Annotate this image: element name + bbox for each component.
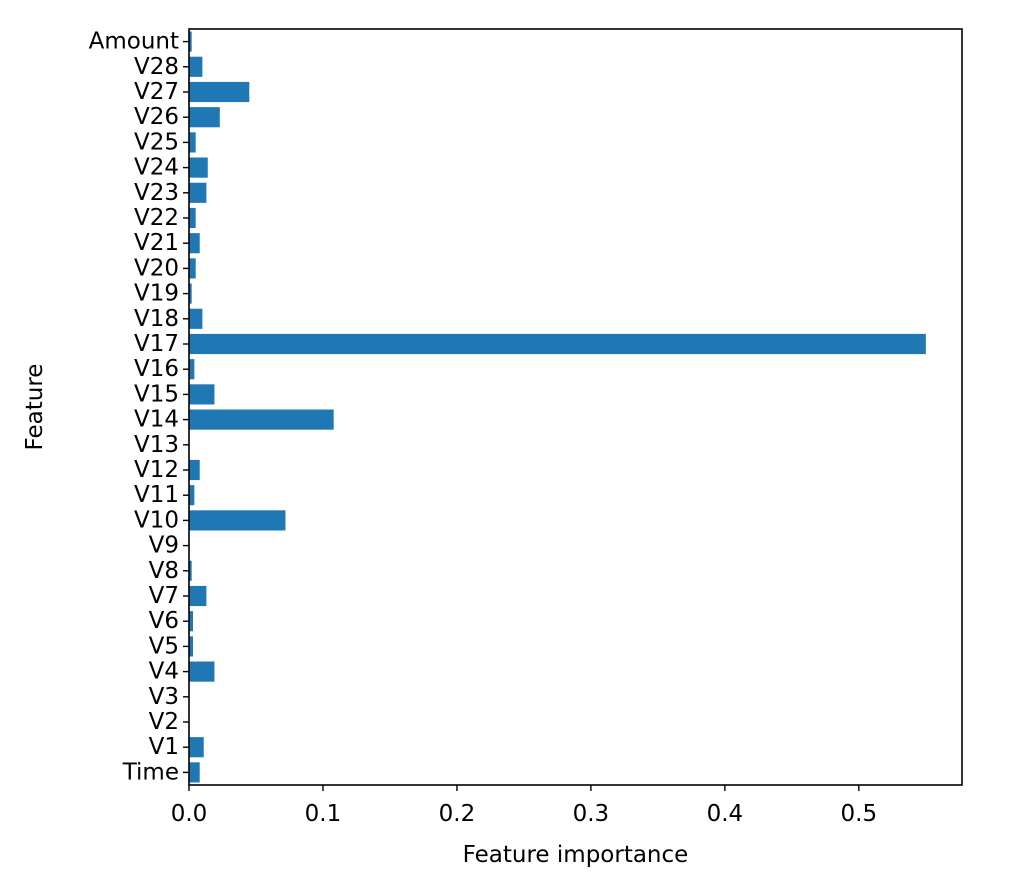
x-tick-label: 0.2 <box>439 801 476 827</box>
bar-v5 <box>189 636 194 657</box>
bar-v15 <box>189 384 215 405</box>
y-tick-label-v24: V24 <box>134 155 179 181</box>
bar-v19 <box>189 283 192 304</box>
y-tick-label-v6: V6 <box>149 608 179 634</box>
y-tick-label-v3: V3 <box>149 684 179 710</box>
bar-v20 <box>189 258 196 279</box>
bar-v1 <box>189 737 204 758</box>
x-axis-ticks: 0.0 0.1 0.2 0.3 0.4 0.5 <box>171 785 877 827</box>
bar-v10 <box>189 510 286 531</box>
bar-v6 <box>189 611 194 632</box>
y-tick-label-v10: V10 <box>134 507 179 533</box>
y-tick-label-v28: V28 <box>134 54 179 80</box>
y-tick-label-v19: V19 <box>134 281 179 307</box>
y-tick-label-v26: V26 <box>134 104 179 130</box>
y-tick-label-v25: V25 <box>134 129 179 155</box>
y-axis-ticks: TimeV1V2V3V4V5V6V7V8V9V10V11V12V13V14V15… <box>89 29 189 785</box>
y-tick-label-time: Time <box>122 759 179 785</box>
bar-v21 <box>189 233 200 254</box>
bar-v25 <box>189 132 196 153</box>
y-tick-label-v23: V23 <box>134 180 179 206</box>
bar-v14 <box>189 409 334 430</box>
bar-v23 <box>189 182 207 203</box>
x-axis-title: Feature importance <box>463 842 689 868</box>
bar-amount <box>189 31 192 52</box>
y-tick-label-v2: V2 <box>149 709 179 735</box>
y-tick-label-v22: V22 <box>134 205 179 231</box>
y-tick-label-v15: V15 <box>134 381 179 407</box>
y-axis-title: Feature <box>22 364 48 451</box>
y-tick-label-v1: V1 <box>149 734 179 760</box>
bar-v17 <box>189 333 926 355</box>
y-tick-label-v18: V18 <box>134 306 179 332</box>
y-tick-label-v14: V14 <box>134 407 179 433</box>
bars-group <box>189 31 926 783</box>
y-tick-label-amount: Amount <box>89 29 179 55</box>
y-tick-label-v20: V20 <box>134 255 179 281</box>
bar-v27 <box>189 81 250 103</box>
bar-time <box>189 762 200 783</box>
bar-v24 <box>189 157 208 178</box>
y-tick-label-v17: V17 <box>134 331 179 357</box>
y-tick-label-v12: V12 <box>134 457 179 483</box>
bar-v16 <box>189 359 195 380</box>
bar-v7 <box>189 585 207 607</box>
bar-v11 <box>189 485 195 506</box>
bar-v28 <box>189 56 203 77</box>
y-tick-label-v27: V27 <box>134 79 179 105</box>
plot-frame <box>188 28 963 786</box>
y-tick-label-v8: V8 <box>149 558 179 584</box>
x-tick-label: 0.1 <box>305 801 342 827</box>
y-tick-label-v16: V16 <box>134 356 179 382</box>
bar-v22 <box>189 207 196 229</box>
y-tick-label-v9: V9 <box>149 533 179 559</box>
x-tick-label: 0.0 <box>171 801 208 827</box>
y-tick-label-v7: V7 <box>149 583 179 609</box>
y-tick-label-v4: V4 <box>149 659 179 685</box>
y-tick-label-v11: V11 <box>134 482 179 508</box>
x-tick-label: 0.4 <box>707 801 744 827</box>
x-tick-label: 0.5 <box>841 801 878 827</box>
y-tick-label-v5: V5 <box>149 633 179 659</box>
y-tick-label-v21: V21 <box>134 230 179 256</box>
x-tick-label: 0.3 <box>573 801 610 827</box>
bar-v8 <box>189 560 192 581</box>
bar-v12 <box>189 459 200 481</box>
bar-v26 <box>189 107 220 128</box>
y-tick-label-v13: V13 <box>134 432 179 458</box>
bar-v18 <box>189 308 203 329</box>
bar-v4 <box>189 661 215 682</box>
